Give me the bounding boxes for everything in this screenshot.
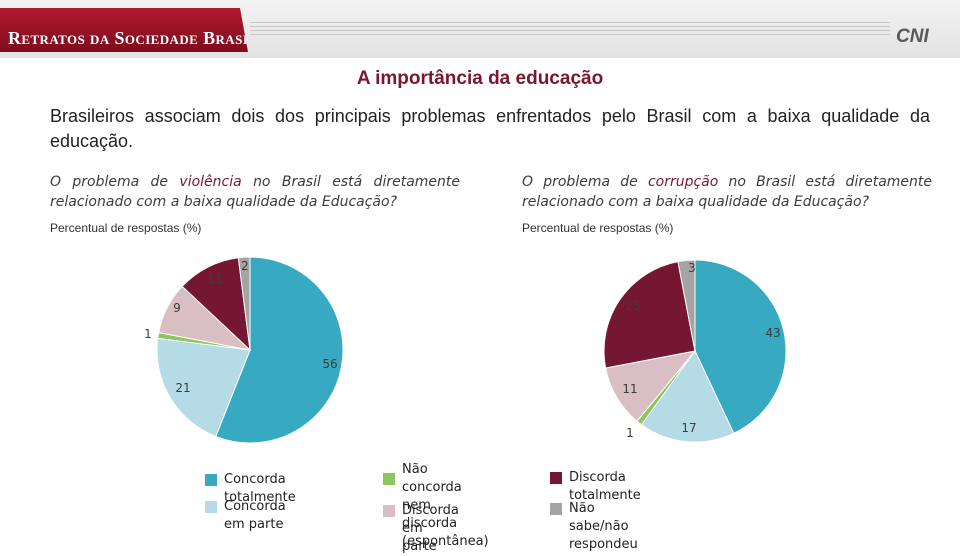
legend-swatch — [383, 473, 395, 485]
pie-slice — [677, 259, 696, 352]
data-label: 56 — [322, 357, 337, 371]
brand-banner: Retratos da Sociedade Brasileira — [0, 8, 248, 52]
legend-swatch — [550, 503, 562, 515]
data-label: 21 — [175, 381, 190, 395]
legend-label: Discorda totalmente — [569, 470, 641, 503]
question-suffix: no Brasil está diretamente relacionado c… — [522, 174, 932, 210]
header-bar: Retratos da Sociedade Brasileira CNI — [0, 0, 960, 58]
pie-slice — [603, 261, 696, 369]
unit-label-corruption: Percentual de respostas (%) — [522, 221, 674, 235]
pie-slice — [694, 259, 787, 435]
pie-slice — [640, 350, 735, 443]
legend-item: Concorda totalmente — [205, 471, 296, 507]
data-label: 3 — [688, 261, 696, 275]
question-prefix: O problema de — [50, 174, 169, 190]
pie-slice — [237, 256, 251, 351]
legend-label: Concorda totalmente — [224, 472, 296, 505]
slide-title: A importância da educação — [356, 68, 604, 89]
question-highlight: corrupção — [647, 174, 719, 190]
legend-item: Não sabe/não respondeu — [550, 500, 638, 554]
question-highlight: violência — [179, 174, 242, 190]
legend-label: Discorda em parte — [402, 503, 459, 554]
legend-swatch — [383, 505, 395, 517]
data-label: 11 — [207, 272, 222, 286]
question-corruption: O problema de corrupção no Brasil está d… — [522, 172, 932, 212]
pie-chart-violence: 56 21 1 9 11 2 — [144, 256, 344, 444]
data-label: 2 — [241, 259, 249, 273]
header-stripes — [250, 22, 890, 36]
pie-slice — [156, 337, 251, 438]
legend-item: Discorda em parte — [383, 502, 459, 556]
legend-swatch — [205, 501, 217, 513]
legend-swatch — [550, 472, 562, 484]
legend-label: Concorda em parte — [224, 499, 286, 532]
data-label: 11 — [622, 382, 637, 396]
legend-swatch — [205, 474, 217, 486]
question-prefix: O problema de — [522, 174, 638, 190]
pie-slice — [215, 256, 344, 444]
brand-title: Retratos da Sociedade Brasileira — [8, 28, 292, 48]
data-label: 9 — [173, 301, 181, 315]
unit-label-violence: Percentual de respostas (%) — [50, 221, 202, 235]
data-label: 17 — [681, 421, 696, 435]
data-label: 43 — [765, 326, 780, 340]
question-suffix: no Brasil está diretamente relacionado c… — [50, 174, 460, 210]
legend-item: Discorda totalmente — [550, 469, 641, 505]
legend-item: Concorda em parte — [205, 498, 286, 534]
question-violence: O problema de violência no Brasil está d… — [50, 172, 460, 212]
legend-label: Não sabe/não respondeu — [569, 501, 638, 552]
cni-logo: CNI — [896, 26, 929, 47]
data-label: 1 — [626, 426, 634, 440]
data-label: 1 — [144, 327, 152, 341]
data-label: 25 — [625, 299, 640, 313]
slide-subtitle: Brasileiros associam dois dos principais… — [50, 106, 930, 151]
